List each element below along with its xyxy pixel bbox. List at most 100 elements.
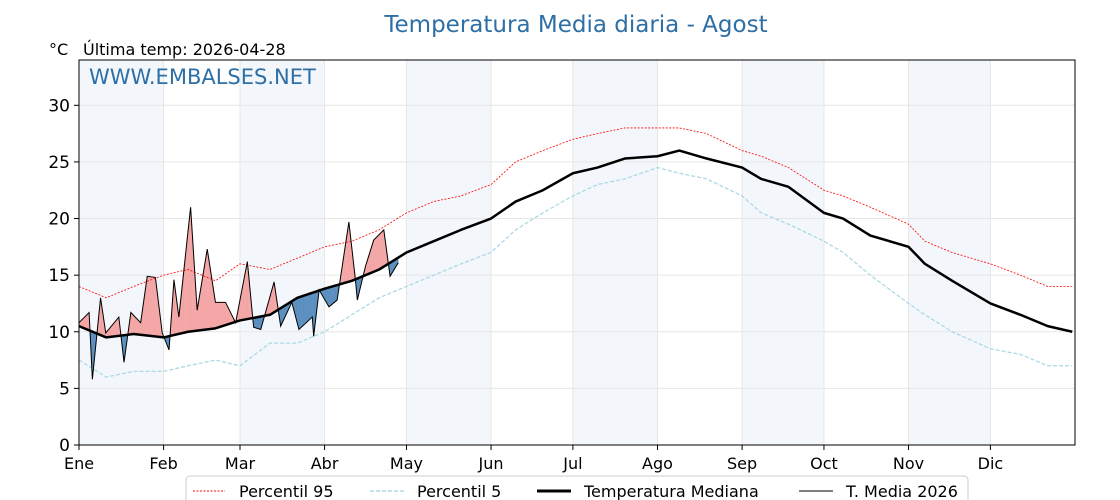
x-tick-label: Abr bbox=[311, 454, 339, 473]
fill-above-median bbox=[381, 230, 384, 269]
fill-below-median bbox=[329, 286, 332, 307]
series-line-median bbox=[78, 149, 1073, 339]
fill-above-median bbox=[218, 302, 220, 328]
fill-below-median bbox=[333, 285, 336, 303]
fill-above-median bbox=[147, 276, 149, 336]
legend-label-p5: Percentil 5 bbox=[417, 482, 501, 500]
fill-below-median bbox=[258, 316, 261, 330]
fill-above-median bbox=[130, 312, 133, 335]
fill-above-median bbox=[207, 249, 209, 330]
x-tick-label: Nov bbox=[893, 454, 924, 473]
x-tick-label: May bbox=[390, 454, 423, 473]
fill-above-median bbox=[84, 315, 86, 330]
x-tick-label: Oct bbox=[810, 454, 838, 473]
series-line-current bbox=[78, 207, 399, 380]
fill-below-median bbox=[328, 286, 331, 307]
fill-above-median bbox=[204, 257, 207, 330]
y-tick-label: 5 bbox=[59, 379, 70, 399]
legend-label-median: Temperatura Mediana bbox=[583, 482, 759, 500]
series-line-p95 bbox=[78, 127, 1073, 299]
y-tick-label: 10 bbox=[48, 323, 70, 343]
fill-above-median bbox=[133, 314, 136, 335]
y-tick-label: 0 bbox=[59, 436, 70, 456]
fill-above-median bbox=[379, 232, 381, 270]
fill-below-median bbox=[298, 296, 301, 329]
fill-below-median bbox=[309, 293, 312, 320]
month-band bbox=[908, 60, 991, 445]
x-tick-label: Ago bbox=[642, 454, 673, 473]
fill-below-median bbox=[303, 294, 306, 326]
fill-above-median bbox=[216, 302, 219, 329]
x-tick-label: Feb bbox=[149, 454, 177, 473]
fill-above-median bbox=[153, 277, 156, 337]
x-tick-label: Sep bbox=[727, 454, 757, 473]
fill-above-median bbox=[373, 238, 376, 272]
fill-below-median bbox=[299, 296, 302, 329]
fill-above-median bbox=[374, 236, 377, 272]
y-tick-label: 25 bbox=[48, 153, 70, 173]
fill-above-median bbox=[205, 249, 208, 330]
fill-above-median bbox=[85, 314, 88, 330]
fill-below-median bbox=[256, 316, 258, 329]
legend: Percentil 95 Percentil 5 Temperatura Med… bbox=[185, 475, 969, 500]
fill-below-median bbox=[331, 286, 333, 306]
fill-above-median bbox=[223, 302, 226, 326]
fill-above-median bbox=[149, 276, 152, 337]
fill-above-median bbox=[219, 302, 222, 328]
fill-above-median bbox=[380, 231, 383, 269]
fill-below-median bbox=[335, 284, 338, 302]
y-tick-label: 15 bbox=[48, 266, 70, 286]
chart-title: Temperatura Media diaria - Agost bbox=[383, 12, 767, 38]
y-tick-label: 20 bbox=[48, 210, 70, 230]
fill-below-median bbox=[308, 293, 310, 322]
unit-label: °C bbox=[49, 40, 68, 59]
y-tick-label: 30 bbox=[48, 96, 70, 116]
fill-above-median bbox=[134, 316, 137, 335]
fill-above-median bbox=[138, 320, 141, 335]
x-tick-label: Jun bbox=[478, 454, 504, 473]
fill-above-median bbox=[215, 302, 217, 329]
month-band bbox=[239, 60, 325, 445]
fill-above-median bbox=[189, 211, 192, 332]
fill-below-median bbox=[301, 295, 303, 328]
fill-above-median bbox=[117, 316, 119, 337]
fill-below-median bbox=[305, 294, 308, 324]
x-tick-label: Dic bbox=[978, 454, 1004, 473]
fill-above-median bbox=[136, 317, 138, 335]
month-band bbox=[742, 60, 824, 445]
fill-above-median bbox=[115, 318, 118, 337]
month-band bbox=[79, 60, 164, 445]
fill-above-median bbox=[137, 319, 140, 335]
legend-label-current: T. Media 2026 bbox=[845, 482, 958, 500]
fill-above-median bbox=[220, 302, 223, 327]
fill-below-median bbox=[254, 317, 257, 329]
fill-above-median bbox=[222, 302, 224, 327]
legend-label-p95: Percentil 95 bbox=[239, 482, 334, 500]
last-temp-label: Última temp: 2026-04-28 bbox=[83, 40, 286, 59]
fill-above-median bbox=[151, 276, 153, 337]
fill-below-median bbox=[306, 293, 309, 323]
series-line-p5 bbox=[78, 166, 1073, 378]
x-tick-label: Jul bbox=[562, 454, 582, 473]
fill-above-median bbox=[132, 313, 134, 335]
fill-above-median bbox=[148, 276, 151, 337]
fill-above-median bbox=[114, 320, 116, 337]
fill-below-median bbox=[332, 285, 335, 305]
fill-below-median bbox=[302, 295, 305, 327]
fill-below-median bbox=[310, 292, 313, 319]
month-band bbox=[572, 60, 658, 445]
watermark: WWW.EMBALSES.NET bbox=[89, 65, 316, 89]
fill-below-median bbox=[257, 316, 260, 330]
fill-above-median bbox=[347, 224, 350, 283]
fill-above-median bbox=[152, 276, 155, 337]
fill-above-median bbox=[224, 301, 227, 326]
fill-above-median bbox=[87, 312, 89, 331]
fill-above-median bbox=[188, 217, 190, 332]
x-tick-label: Mar bbox=[225, 454, 256, 473]
fill-above-median bbox=[377, 234, 380, 271]
month-band bbox=[406, 60, 492, 445]
x-tick-label: Ene bbox=[64, 454, 94, 473]
plot-frame bbox=[78, 59, 1076, 446]
fill-above-median bbox=[376, 235, 378, 271]
